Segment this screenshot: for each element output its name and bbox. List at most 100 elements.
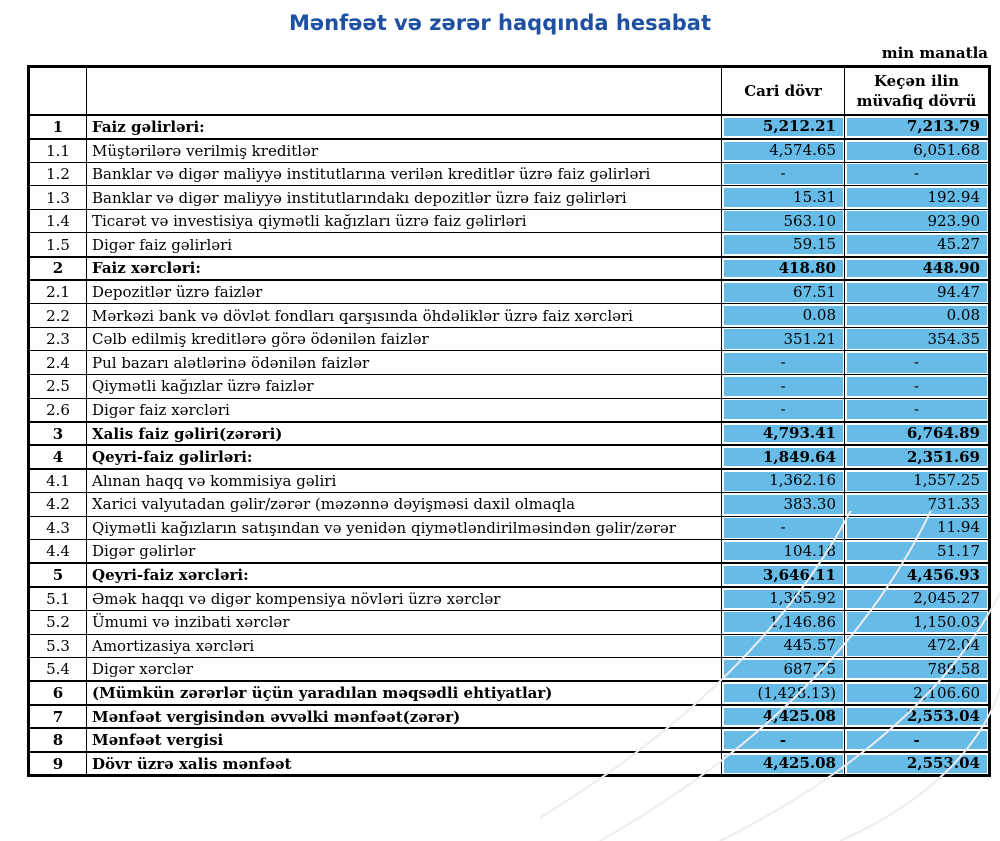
- row-label: Mənfəət vergisindən əvvəlki mənfəət(zərə…: [86, 703, 722, 730]
- current-period-value: 67.51: [721, 279, 845, 305]
- previous-period-value: 472.04: [844, 633, 990, 659]
- current-period-value: 418.80: [721, 255, 845, 282]
- table-row: 5.3 Amortizasiya xərcləri 445.57 472.04: [28, 633, 990, 659]
- current-period-value: 104.18: [721, 539, 845, 564]
- previous-period-value: 1,150.03: [844, 609, 990, 635]
- row-number: 7: [28, 703, 87, 730]
- row-number: 4.1: [28, 468, 87, 493]
- table-row: 5.4 Digər xərclər 687.75 789.58: [28, 657, 990, 682]
- table-row: 4 Qeyri-faiz gəlirləri: 1,849.64 2,351.6…: [28, 444, 990, 470]
- row-number: 8: [28, 727, 87, 754]
- row-number: 1: [28, 114, 87, 140]
- current-period-value: 4,425.08: [721, 703, 845, 730]
- row-number: 2.4: [28, 350, 87, 376]
- row-label: Qiymətli kağızlar üzrə faizlər: [86, 374, 722, 399]
- previous-period-value: 2,553.04: [844, 703, 990, 730]
- table-row: 9 Dövr üzrə xalis mənfəət 4,425.08 2,553…: [28, 751, 990, 777]
- previous-period-value: -: [844, 397, 990, 423]
- previous-period-value: 923.90: [844, 208, 990, 234]
- row-label: Əmək haqqı və digər kompensiya növləri ü…: [86, 586, 722, 611]
- current-period-value: 1,849.64: [721, 444, 845, 470]
- row-number: 4: [28, 444, 87, 470]
- row-label: Alınan haqq və kommisiya gəliri: [86, 468, 722, 493]
- current-period-value: 4,425.08: [721, 751, 845, 777]
- table-row: 6 (Mümkün zərərlər üçün yaradılan məqsəd…: [28, 680, 990, 706]
- current-period-value: 1,365.92: [721, 586, 845, 611]
- row-label: Mərkəzi bank və dövlət fondları qarşısın…: [86, 303, 722, 328]
- table-row: 1.4 Ticarət və investisiya qiymətli kağı…: [28, 208, 990, 234]
- current-period-value: 383.30: [721, 492, 845, 517]
- table-row: 2.5 Qiymətli kağızlar üzrə faizlər - -: [28, 374, 990, 399]
- row-number: 1.1: [28, 138, 87, 163]
- current-period-value: 5,212.21: [721, 114, 845, 140]
- row-number: 3: [28, 420, 87, 447]
- row-number: 1.2: [28, 161, 87, 187]
- current-period-value: 59.15: [721, 232, 845, 258]
- table-body: 1 Faiz gəlirləri: 5,212.21 7,213.79 1.1 …: [28, 114, 990, 777]
- current-period-value: 1,362.16: [721, 468, 845, 493]
- current-period-value: 563.10: [721, 208, 845, 234]
- row-number: 2.6: [28, 397, 87, 423]
- previous-period-value: -: [844, 161, 990, 187]
- current-period-value: 0.08: [721, 303, 845, 328]
- table-row: 1.1 Müştərilərə verilmiş kreditlər 4,574…: [28, 138, 990, 163]
- current-period-value: 445.57: [721, 633, 845, 659]
- row-label: (Mümkün zərərlər üçün yaradılan məqsədli…: [86, 680, 722, 706]
- previous-period-value: -: [844, 374, 990, 399]
- previous-period-value: -: [844, 727, 990, 754]
- previous-period-value: 6,051.68: [844, 138, 990, 163]
- row-label: Digər faiz gəlirləri: [86, 232, 722, 258]
- header-current-period: Cari dövr: [721, 66, 845, 116]
- row-number: 1.3: [28, 185, 87, 210]
- previous-period-value: 94.47: [844, 279, 990, 305]
- current-period-value: -: [721, 374, 845, 399]
- row-number: 1.4: [28, 208, 87, 234]
- current-period-value: 1,146.86: [721, 609, 845, 635]
- previous-period-value: 2,553.04: [844, 751, 990, 777]
- row-number: 4.2: [28, 492, 87, 517]
- row-label: Banklar və digər maliyyə institutlarında…: [86, 185, 722, 210]
- table-row: 4.2 Xarici valyutadan gəlir/zərər (məzən…: [28, 492, 990, 517]
- header-number-column: [28, 66, 87, 116]
- table-row: 4.4 Digər gəlirlər 104.18 51.17: [28, 539, 990, 564]
- row-number: 2.5: [28, 374, 87, 399]
- current-period-value: 687.75: [721, 657, 845, 682]
- row-number: 2.3: [28, 326, 87, 352]
- table-row: 7 Mənfəət vergisindən əvvəlki mənfəət(zə…: [28, 703, 990, 730]
- row-label: Dövr üzrə xalis mənfəət: [86, 751, 722, 777]
- previous-period-value: 51.17: [844, 539, 990, 564]
- table-row: 1.5 Digər faiz gəlirləri 59.15 45.27: [28, 232, 990, 258]
- table-row: 5 Qeyri-faiz xərcləri: 3,646.11 4,456.93: [28, 562, 990, 588]
- row-label: Depozitlər üzrə faizlər: [86, 279, 722, 305]
- unit-note: min manatla: [881, 44, 988, 62]
- row-label: Xalis faiz gəliri(zərəri): [86, 420, 722, 447]
- profit-loss-table: Cari dövr Keçən ilin müvafiq dövrü 1 Fai…: [27, 65, 991, 778]
- current-period-value: 15.31: [721, 185, 845, 210]
- table-row: 2.1 Depozitlər üzrə faizlər 67.51 94.47: [28, 279, 990, 305]
- previous-period-value: 45.27: [844, 232, 990, 258]
- current-period-value: (1,428.13): [721, 680, 845, 706]
- header-label-column: [86, 66, 722, 116]
- header-previous-period: Keçən ilin müvafiq dövrü: [844, 66, 990, 116]
- row-label: Cəlb edilmiş kreditlərə görə ödənilən fa…: [86, 326, 722, 352]
- row-number: 1.5: [28, 232, 87, 258]
- row-label: Mənfəət vergisi: [86, 727, 722, 754]
- row-label: Digər faiz xərcləri: [86, 397, 722, 423]
- table-row: 4.1 Alınan haqq və kommisiya gəliri 1,36…: [28, 468, 990, 493]
- current-period-value: 3,646.11: [721, 562, 845, 588]
- row-number: 9: [28, 751, 87, 777]
- table-row: 3 Xalis faiz gəliri(zərəri) 4,793.41 6,7…: [28, 420, 990, 447]
- table-row: 2.2 Mərkəzi bank və dövlət fondları qarş…: [28, 303, 990, 328]
- table-row: 2.3 Cəlb edilmiş kreditlərə görə ödənilə…: [28, 326, 990, 352]
- row-number: 2.1: [28, 279, 87, 305]
- table-row: 1.3 Banklar və digər maliyyə institutlar…: [28, 185, 990, 210]
- current-period-value: -: [721, 350, 845, 376]
- previous-period-value: 2,106.60: [844, 680, 990, 706]
- row-number: 4.3: [28, 515, 87, 541]
- row-number: 2: [28, 255, 87, 282]
- previous-period-value: 789.58: [844, 657, 990, 682]
- table-row: 2.4 Pul bazarı alətlərinə ödənilən faizl…: [28, 350, 990, 376]
- table-row: 8 Mənfəət vergisi - -: [28, 727, 990, 754]
- row-number: 5.3: [28, 633, 87, 659]
- table-row: 1.2 Banklar və digər maliyyə institutlar…: [28, 161, 990, 187]
